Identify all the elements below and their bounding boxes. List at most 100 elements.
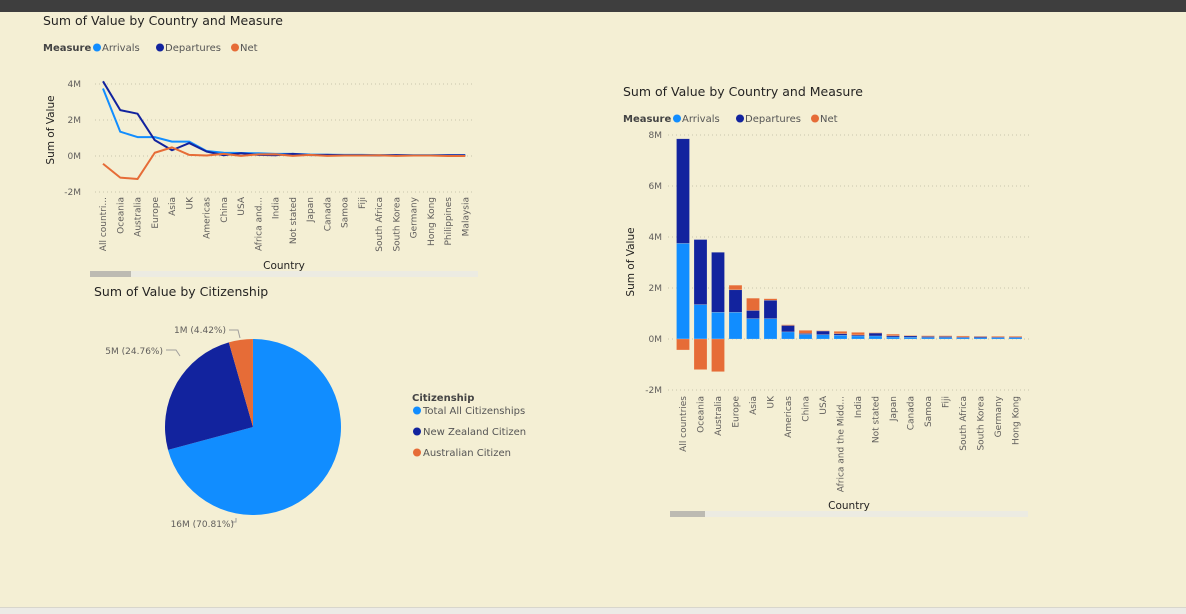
- bar-y-tick-label: 4M: [649, 233, 663, 243]
- bar-segment-net[interactable]: [921, 335, 935, 337]
- bar-segment-net[interactable]: [956, 335, 970, 338]
- bar-segment-net[interactable]: [851, 332, 865, 336]
- legend-item-departures[interactable]: Departures: [156, 43, 221, 54]
- line-series-departures[interactable]: [102, 80, 466, 157]
- legend-label: Arrivals: [102, 43, 140, 54]
- bar-segment-arrivals[interactable]: [886, 336, 900, 340]
- bar-segment-arrivals[interactable]: [711, 311, 725, 340]
- legend-marker-icon: [736, 114, 744, 123]
- bar-segment-net[interactable]: [973, 335, 988, 337]
- line-x-axis-title: Country: [263, 260, 305, 272]
- bar-scrollbar-track[interactable]: [670, 511, 1028, 517]
- bar-segment-net[interactable]: [833, 331, 848, 334]
- bar-segment-arrivals[interactable]: [851, 335, 865, 340]
- bar-segment-net[interactable]: [746, 297, 760, 311]
- bar-segment-departures[interactable]: [816, 330, 830, 335]
- bar-segment-net[interactable]: [693, 338, 708, 370]
- line-y-tick-label: -2M: [64, 188, 81, 198]
- bar-x-tick-label: Africa and the Midd...: [837, 396, 847, 492]
- bar-segment-arrivals[interactable]: [816, 334, 830, 340]
- line-series-net[interactable]: [102, 146, 466, 181]
- bar-x-tick-label: Fiji: [942, 396, 952, 408]
- bar-segment-arrivals[interactable]: [728, 311, 743, 340]
- pie-slice[interactable]: [228, 339, 253, 427]
- bar-segment-net[interactable]: [763, 298, 778, 301]
- bar-segment-arrivals[interactable]: [693, 304, 708, 340]
- bar-segment-arrivals[interactable]: [763, 318, 778, 340]
- bar-segment-departures[interactable]: [781, 325, 795, 333]
- bar-segment-departures[interactable]: [676, 138, 690, 244]
- bar-segment-departures[interactable]: [693, 239, 708, 305]
- bar-segment-arrivals[interactable]: [746, 318, 760, 340]
- line-scrollbar-thumb[interactable]: [90, 271, 131, 277]
- legend-item-net[interactable]: Net: [231, 43, 258, 54]
- bar-segment-departures[interactable]: [798, 333, 813, 335]
- bar-x-tick-label: Not stated: [872, 396, 882, 443]
- bar-segment-departures[interactable]: [728, 289, 743, 313]
- bar-segment-arrivals[interactable]: [868, 335, 883, 340]
- line-scrollbar-track[interactable]: [90, 271, 478, 277]
- bar-segment-arrivals[interactable]: [676, 243, 690, 340]
- legend-item-arrivals[interactable]: Arrivals: [673, 114, 720, 125]
- pie-legend-item[interactable]: New Zealand Citizen: [413, 427, 526, 438]
- legend-label: Total All Citizenships: [422, 406, 525, 417]
- bar-segment-net[interactable]: [938, 335, 953, 337]
- legend-marker-icon: [673, 114, 681, 123]
- legend-label: Net: [240, 43, 258, 54]
- bar-scrollbar-thumb[interactable]: [670, 511, 705, 517]
- bar-segment-net[interactable]: [816, 330, 830, 332]
- legend-marker-icon: [413, 427, 421, 436]
- line-chart[interactable]: -2M 0M 2M 4M All countri... Oceania Australia E…: [64, 80, 475, 252]
- legend-item-arrivals[interactable]: Arrivals: [93, 43, 140, 54]
- bar-segment-arrivals[interactable]: [798, 334, 813, 340]
- bar-segment-net[interactable]: [1008, 335, 1023, 338]
- line-x-tick-label: South Africa: [375, 197, 385, 252]
- line-chart-title: Sum of Value by Country and Measure: [43, 13, 283, 28]
- line-x-tick-label: Europe: [151, 197, 161, 229]
- pie-legend-item[interactable]: Australian Citizen: [413, 448, 511, 459]
- bar-segment-net[interactable]: [798, 330, 813, 334]
- legend-label: Departures: [745, 114, 801, 125]
- bar-segment-net[interactable]: [728, 284, 743, 291]
- line-x-tick-label: Not stated: [289, 197, 299, 244]
- bar-segment-net[interactable]: [676, 338, 690, 351]
- line-x-tick-label: Malaysia: [461, 197, 471, 236]
- pie-slice[interactable]: [165, 342, 253, 450]
- line-x-tick-label: Samoa: [341, 197, 351, 228]
- bar-segment-net[interactable]: [711, 338, 725, 372]
- bar-segment-departures[interactable]: [746, 310, 760, 319]
- pie-legend[interactable]: Total All Citizenships New Zealand Citize…: [413, 406, 526, 459]
- legend-item-departures[interactable]: Departures: [736, 114, 801, 125]
- bar-chart[interactable]: -2M 0M 2M 4M 6M 8M All countries Oceania Austral…: [645, 131, 1030, 492]
- bar-segment-net[interactable]: [886, 333, 900, 336]
- bar-segment-departures[interactable]: [763, 299, 778, 319]
- bar-segment-arrivals[interactable]: [833, 334, 848, 340]
- bar-segment-net[interactable]: [868, 332, 883, 334]
- bar-segment-arrivals[interactable]: [903, 336, 918, 340]
- line-series-arrivals[interactable]: [102, 88, 466, 157]
- line-x-tick-label: South Korea: [392, 197, 402, 252]
- bar-y-tick-label: 0M: [649, 335, 663, 345]
- bar-segment-net[interactable]: [781, 324, 795, 326]
- bar-x-tick-label: Australia: [714, 396, 724, 436]
- line-x-tick-label: All countri...: [99, 197, 109, 251]
- pie-slice[interactable]: [168, 339, 342, 515]
- line-x-tick-label: China: [220, 197, 230, 223]
- bar-segment-net[interactable]: [903, 335, 918, 337]
- pie-chart[interactable]: 16M (70.81%) 5M (24.76%) 1M (4.42%): [105, 326, 342, 530]
- line-x-tick-label: USA: [237, 196, 247, 215]
- bar-segment-departures[interactable]: [711, 252, 725, 313]
- bar-x-tick-label: Japan: [889, 396, 899, 422]
- pie-legend-item[interactable]: Total All Citizenships: [413, 406, 525, 417]
- bar-segment-net[interactable]: [991, 335, 1005, 338]
- line-legend[interactable]: Arrivals Departures Net: [93, 43, 258, 54]
- legend-marker-icon: [231, 43, 239, 52]
- bar-segment-departures[interactable]: [851, 334, 865, 337]
- bar-segment-arrivals[interactable]: [781, 331, 795, 340]
- bar-legend[interactable]: Arrivals Departures Net: [673, 114, 838, 125]
- pie-data-label: 5M (24.76%): [105, 347, 163, 357]
- legend-item-net[interactable]: Net: [811, 114, 838, 125]
- bar-x-tick-label: UK: [767, 395, 777, 409]
- bar-legend-title: Measure: [623, 114, 671, 125]
- line-x-tick-label: Oceania: [116, 197, 126, 234]
